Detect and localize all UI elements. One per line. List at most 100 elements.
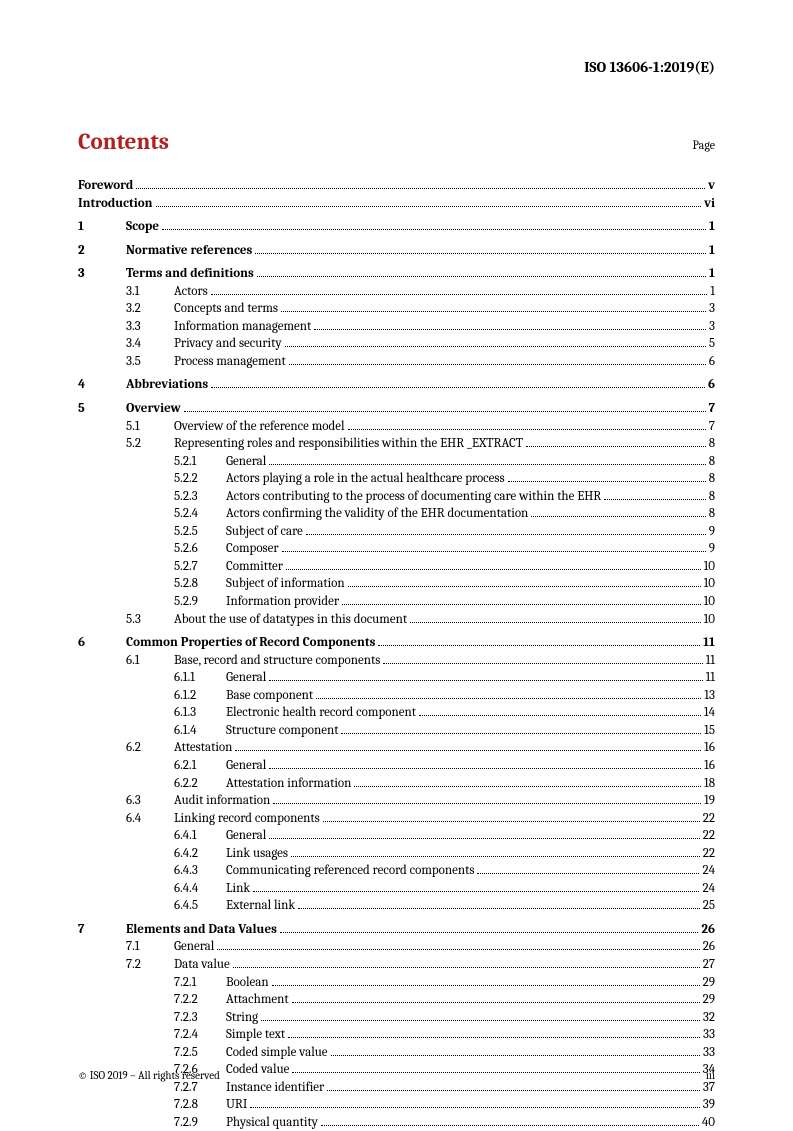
toc-page-number: 16 xyxy=(704,757,715,775)
toc-label: Structure component xyxy=(226,722,338,740)
toc-leader xyxy=(348,586,701,587)
toc-page-number: 3 xyxy=(709,318,715,336)
toc-number: 5 xyxy=(78,400,126,418)
page-number: iii xyxy=(706,1069,715,1082)
toc-page-number: 33 xyxy=(703,1026,715,1044)
toc-number: 3.1 xyxy=(126,283,174,301)
toc-label: General xyxy=(226,669,266,687)
toc-leader xyxy=(235,750,701,751)
toc-page-number: 3 xyxy=(709,300,715,318)
toc-page-number: 1 xyxy=(710,283,715,301)
toc-page-number: 22 xyxy=(703,810,715,828)
toc-entry: 5.2.5Subject of care9 xyxy=(78,523,715,541)
toc-leader xyxy=(342,604,701,605)
toc-leader xyxy=(306,534,706,535)
toc-entry: 3Terms and definitions1 xyxy=(78,265,715,283)
toc-page-number: 18 xyxy=(704,775,715,793)
toc-entry: 5.2.4Actors confirming the validity of t… xyxy=(78,505,715,523)
toc-label: External link xyxy=(226,897,295,915)
toc-page-number: 8 xyxy=(709,470,715,488)
toc-number: 7.2 xyxy=(126,956,174,974)
toc-entry: 3.2Concepts and terms3 xyxy=(78,300,715,318)
toc-label: Communicating referenced record componen… xyxy=(226,862,474,880)
toc-label: Overview xyxy=(126,400,181,418)
toc-page-number: 8 xyxy=(709,505,715,523)
toc-number: 6.4.2 xyxy=(174,845,226,863)
toc-entry: 5.2.2Actors playing a role in the actual… xyxy=(78,470,715,488)
toc-page-number: 1 xyxy=(709,242,715,260)
toc-number: 4 xyxy=(78,376,126,394)
toc-label: Base component xyxy=(226,687,313,705)
toc-leader xyxy=(348,429,706,430)
toc-number: 6.3 xyxy=(126,792,174,810)
contents-title: Contents xyxy=(78,128,169,155)
toc-label: String xyxy=(226,1009,258,1027)
toc-leader xyxy=(354,786,701,787)
toc-page-number: 16 xyxy=(704,739,715,757)
toc-page-number: 10 xyxy=(704,558,715,576)
toc-number: 6.4.3 xyxy=(174,862,226,880)
toc-label: Terms and definitions xyxy=(126,265,254,283)
toc-leader xyxy=(316,698,701,699)
toc-leader xyxy=(383,663,702,664)
toc-page-number: 22 xyxy=(703,827,715,845)
toc-number: 7.2.4 xyxy=(174,1026,226,1044)
toc-number: 7.2.1 xyxy=(174,974,226,992)
toc-label: Electronic health record component xyxy=(226,704,416,722)
toc-label: General xyxy=(226,827,266,845)
toc-label: Introduction xyxy=(78,195,153,213)
toc-leader xyxy=(526,446,706,447)
toc-page-number: v xyxy=(708,177,715,195)
toc-label: Representing roles and responsibilities … xyxy=(174,435,523,453)
toc-page-number: 39 xyxy=(703,1096,715,1114)
toc-entry: 6.4.3Communicating referenced record com… xyxy=(78,862,715,880)
toc-entry: 7.2.9Physical quantity40 xyxy=(78,1114,715,1131)
toc-leader xyxy=(419,715,701,716)
toc-number: 6.1.2 xyxy=(174,687,226,705)
toc-label: Base, record and structure components xyxy=(174,652,380,670)
toc-leader xyxy=(341,733,701,734)
toc-page-number: 32 xyxy=(703,1009,715,1027)
toc-number: 6.4 xyxy=(126,810,174,828)
toc-leader xyxy=(531,516,705,517)
toc-entry: 6.4.2Link usages22 xyxy=(78,845,715,863)
toc-leader xyxy=(269,768,701,769)
toc-number: 6.1.4 xyxy=(174,722,226,740)
toc-leader xyxy=(261,1020,700,1021)
toc-number: 5.2.1 xyxy=(174,453,226,471)
page-footer: © ISO 2019 – All rights reserved iii xyxy=(78,1069,715,1082)
toc-page-number: 11 xyxy=(703,634,715,652)
toc-entry: 6.1.3Electronic health record component1… xyxy=(78,704,715,722)
toc-number: 7.2.8 xyxy=(174,1096,226,1114)
toc-entry: 6.2.1General16 xyxy=(78,757,715,775)
toc-number: 5.2.5 xyxy=(174,523,226,541)
toc-entry: 5.1Overview of the reference model7 xyxy=(78,418,715,436)
toc-entry: 6.1.1General11 xyxy=(78,669,715,687)
toc-entry: 1Scope1 xyxy=(78,218,715,236)
toc-leader xyxy=(289,364,706,365)
toc-leader xyxy=(286,569,701,570)
toc-entry: 3.1Actors1 xyxy=(78,283,715,301)
toc-label: Boolean xyxy=(226,974,269,992)
toc-number: 5.2 xyxy=(126,435,174,453)
toc-number: 7.1 xyxy=(126,938,174,956)
toc-label: Attachment xyxy=(226,991,289,1009)
toc-entry: 7.1General26 xyxy=(78,938,715,956)
toc-label: Information management xyxy=(174,318,311,336)
toc-entry: 6.2Attestation16 xyxy=(78,739,715,757)
toc-number: 5.1 xyxy=(126,418,174,436)
toc-number: 6.2.2 xyxy=(174,775,226,793)
toc-page-number: 22 xyxy=(703,845,715,863)
document-id: ISO 13606-1:2019(E) xyxy=(78,58,715,76)
toc-number: 5.2.7 xyxy=(174,558,226,576)
toc-entry: 6.4.5External link25 xyxy=(78,897,715,915)
toc-page-number: 27 xyxy=(703,956,715,974)
toc-leader xyxy=(604,499,705,500)
toc-page-number: 9 xyxy=(709,523,715,541)
toc-entry: 7.2.4Simple text33 xyxy=(78,1026,715,1044)
toc-page-number: 24 xyxy=(702,862,715,880)
toc-entry: 7Elements and Data Values26 xyxy=(78,921,715,939)
toc-number: 7 xyxy=(78,921,126,939)
toc-page-number: 29 xyxy=(703,991,715,1009)
toc-entry: 6.2.2Attestation information18 xyxy=(78,775,715,793)
